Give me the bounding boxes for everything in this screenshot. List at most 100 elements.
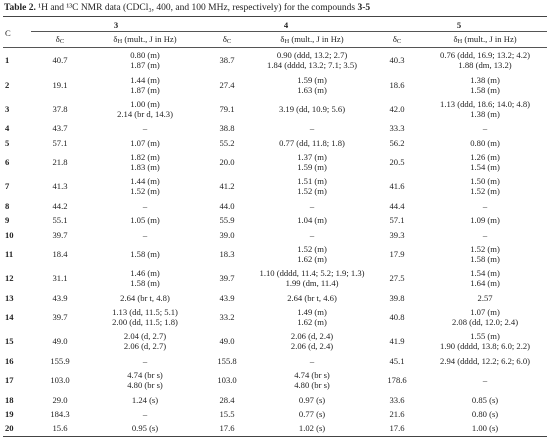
dh-line: 2.06 (d, 2.4)	[290, 331, 334, 342]
caption-text: ¹H and ¹³C NMR data (CDCl₃, 400, and 100…	[35, 3, 358, 13]
carbon-number: 3	[5, 103, 10, 114]
subheader-row: δC δH (mult., J in Hz) δC δH (mult., J in H…	[3, 32, 547, 48]
dc-cell: 17.6	[389, 423, 405, 434]
dh-line: 4.74 (br s)	[127, 370, 163, 381]
dh-cell: 1.51 (m) 1.52 (m)	[253, 174, 371, 198]
dh-line: 1.52 (m)	[297, 243, 327, 254]
dh-cell: –	[253, 199, 371, 213]
dh-line: 1.83 (m)	[130, 162, 160, 173]
dh-cell: –	[253, 227, 371, 241]
symbol: δ	[392, 34, 397, 44]
dh-line: 2.06 (d, 2.4)	[290, 341, 334, 352]
dc-cell: 55.2	[219, 137, 235, 148]
dh-line: 1.05 (m)	[130, 215, 160, 226]
dh-cell: 1.38 (m) 1.58 (m)	[423, 72, 547, 96]
table-row: 1 40.7 0.80 (m) 1.87 (m) 38.7 0.90 (ddd, 13.2…	[3, 48, 547, 73]
dh-cell: 1.00 (m) 2.14 (br d, 14.3)	[89, 97, 201, 121]
dh-cell: –	[89, 354, 201, 368]
dh-line: 4.80 (br s)	[294, 380, 330, 391]
dc-cell: 40.7	[52, 55, 68, 66]
table-row: 6 21.8 1.82 (m) 1.83 (m) 20.0 1.37 (m) 1.59 (m…	[3, 150, 547, 174]
dc-header: δC	[31, 32, 89, 48]
dh-line: 1.87 (m)	[130, 84, 160, 95]
table-row: 13 43.9 2.64 (br t, 4.8) 43.9 2.64 (br t, 4.…	[3, 291, 547, 305]
header-rest: (mult., J in Hz)	[462, 34, 517, 44]
carbon-number: 4	[5, 123, 10, 134]
dc-cell: 44.4	[389, 200, 405, 211]
dh-line: 0.90 (ddd, 13.2; 2.7)	[276, 50, 348, 61]
subscript: C	[226, 38, 232, 45]
dh-cell: 0.95 (s)	[89, 421, 201, 436]
carbon-number: 17	[5, 375, 14, 386]
dh-cell: 1.09 (m)	[423, 213, 547, 227]
dh-cell: 0.80 (m)	[423, 136, 547, 150]
subscript: C	[59, 38, 65, 45]
dh-line: 1.49 (m)	[297, 307, 327, 318]
carbon-number: 15	[5, 336, 14, 347]
dh-line: 1.02 (s)	[298, 423, 326, 434]
dc-cell: 49.0	[52, 336, 68, 347]
dc-cell: 38.8	[219, 123, 235, 134]
table-row: 16 155.9 – 155.8 – 45.1 2.94 (dddd, 12.2; 6.2;…	[3, 354, 547, 368]
dh-cell: 1.13 (dd, 11.5; 5.1) 2.00 (dd, 11.5; 1.8)	[89, 305, 201, 329]
dc-cell: 17.9	[389, 248, 405, 259]
dc-cell: 45.1	[389, 355, 405, 366]
dh-cell: 2.64 (br t, 4.8)	[89, 291, 201, 305]
dh-cell: 1.50 (m) 1.52 (m)	[423, 174, 547, 198]
dh-line: 2.64 (br t, 4.8)	[120, 292, 170, 303]
dh-cell: 1.54 (m) 1.64 (m)	[423, 266, 547, 290]
dc-cell: 28.4	[219, 394, 235, 405]
caption-label: Table 2.	[4, 3, 36, 13]
dc-cell: 103.0	[50, 375, 70, 386]
dh-cell: 0.80 (m) 1.87 (m)	[89, 48, 201, 73]
dh-line: 1.99 (dm, 11.4)	[285, 278, 339, 289]
dh-line: 0.80 (s)	[471, 408, 499, 419]
dh-line: 2.64 (br t, 4.6)	[287, 292, 337, 303]
carbon-number: 1	[5, 55, 10, 66]
table-row: 15 49.0 2.04 (d, 2.7) 2.06 (d, 2.7) 49.0 2.06…	[3, 329, 547, 353]
dh-line: 0.77 (s)	[298, 408, 326, 419]
column-header: C	[5, 28, 11, 38]
dc-cell: 155.8	[217, 355, 237, 366]
subscript: H	[457, 38, 463, 45]
dc-cell: 43.9	[219, 292, 235, 303]
dc-cell: 17.6	[219, 423, 235, 434]
carbon-number: 9	[5, 215, 10, 226]
dh-line: 1.55 (m)	[470, 331, 500, 342]
dc-cell: 41.6	[389, 181, 405, 192]
dh-cell: 1.07 (m) 2.08 (dd, 12.0; 2.4)	[423, 305, 547, 329]
table-head: C 3 4 5 δC δH (mult., J in Hz) δC δH (mult., J …	[3, 16, 548, 48]
dh-line: –	[482, 229, 488, 240]
symbol: δ	[113, 34, 118, 44]
dc-cell: 39.3	[389, 229, 405, 240]
dh-line: –	[142, 200, 148, 211]
dh-line: 1.59 (m)	[297, 162, 327, 173]
dh-line: 0.77 (dd, 11.8; 1.8)	[279, 137, 345, 148]
dc-header: δC	[201, 32, 253, 48]
dh-line: 1.59 (m)	[297, 74, 327, 85]
dh-line: 1.62 (m)	[297, 253, 327, 264]
dh-cell: –	[423, 227, 547, 241]
dc-cell: 37.8	[52, 103, 68, 114]
dh-cell: 1.07 (m)	[89, 136, 201, 150]
dh-line: –	[309, 200, 315, 211]
dc-cell: 49.0	[219, 336, 235, 347]
dh-line: 1.24 (s)	[131, 394, 159, 405]
table-row: 2 19.1 1.44 (m) 1.87 (m) 27.4 1.59 (m) 1.63 (m…	[3, 72, 547, 96]
dh-cell: –	[253, 354, 371, 368]
dc-cell: 39.0	[219, 229, 235, 240]
dh-cell: 1.05 (m)	[89, 213, 201, 227]
dh-cell: 0.85 (s)	[423, 392, 547, 406]
symbol: δ	[280, 34, 285, 44]
dh-line: 2.14 (br d, 14.3)	[117, 108, 173, 119]
dc-cell: 33.3	[389, 123, 405, 134]
dh-cell: 0.97 (s)	[253, 392, 371, 406]
dh-cell: 1.49 (m) 1.62 (m)	[253, 305, 371, 329]
dh-line: 1.00 (s)	[471, 423, 499, 434]
dc-cell: 55.1	[52, 215, 68, 226]
dh-line: 0.85 (s)	[471, 394, 499, 405]
dh-cell: 2.94 (dddd, 12.2; 6.2; 6.0)	[423, 354, 547, 368]
caption-compounds: 3-5	[357, 3, 371, 13]
dh-line: 2.06 (d, 2.7)	[123, 341, 167, 352]
